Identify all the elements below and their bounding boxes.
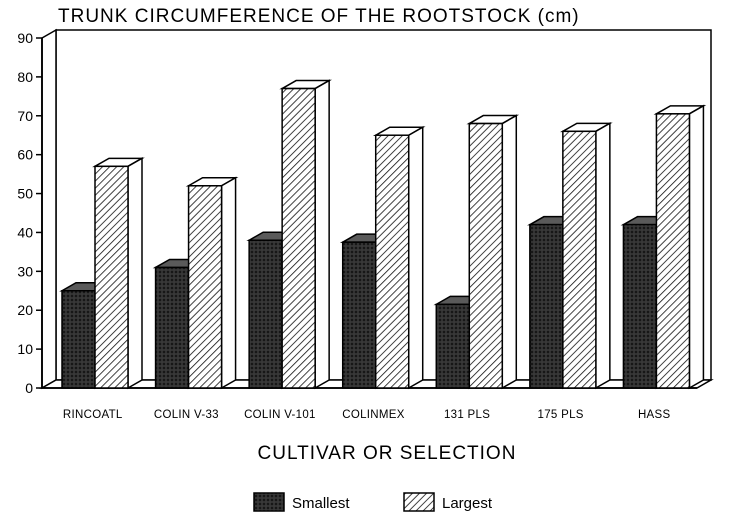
bar-front-face	[655, 113, 691, 389]
bar-front-face	[374, 134, 410, 389]
bar-largest-colinmex	[372, 125, 426, 390]
bar-front-face	[154, 266, 190, 389]
y-tick-label: 50	[17, 186, 33, 202]
bar-largest-175-pls	[560, 122, 613, 390]
bar-side-face	[314, 79, 330, 390]
legend-label-smallest: Smallest	[292, 495, 350, 512]
x-category-label: 175 PLS	[538, 409, 584, 421]
bar-front-face	[187, 185, 223, 389]
legend-swatch-largest	[403, 492, 435, 512]
y-tick-label: 70	[17, 108, 33, 124]
bar-front-face	[341, 241, 377, 389]
y-tick-label: 10	[17, 341, 33, 357]
y-tick-label: 20	[17, 302, 33, 318]
y-tick-label: 60	[17, 147, 33, 163]
bar-front-face	[281, 87, 316, 389]
x-category-label: HASS	[638, 409, 671, 421]
bar-front-face	[562, 130, 597, 389]
x-category-label: RINCOATL	[63, 409, 123, 421]
x-axis-categories: RINCOATL COLIN V-33 COLIN V-101 COLINMEX 131…	[63, 409, 671, 421]
y-tick-label: 0	[25, 380, 33, 396]
bar-side-face	[407, 125, 424, 390]
bar-side-face	[688, 104, 705, 390]
bar-front-face	[248, 239, 283, 389]
bar-side-face	[595, 122, 611, 390]
x-category-label: COLIN V-101	[244, 409, 316, 421]
bar-front-face	[61, 290, 96, 389]
y-tick-label: 90	[17, 30, 33, 46]
y-tick-label: 40	[17, 224, 33, 240]
bar-largest-rincoatl	[92, 157, 145, 390]
x-category-label: COLINMEX	[342, 409, 404, 421]
legend-label-largest: Largest	[442, 495, 493, 512]
x-category-label: 131 PLS	[444, 409, 490, 421]
bar-side-face	[220, 176, 237, 390]
x-category-label: COLIN V-33	[154, 409, 219, 421]
bars	[59, 79, 707, 390]
bar-largest-131-pls	[466, 114, 520, 390]
bar-side-face	[127, 157, 143, 390]
bar-largest-colin-v-33	[185, 176, 239, 390]
bar-front-face	[529, 223, 564, 389]
x-axis-label: CULTIVAR OR SELECTION	[258, 443, 517, 464]
chart-title: TRUNK CIRCUMFERENCE OF THE ROOTSTOCK (cm…	[58, 6, 580, 27]
y-tick-label: 80	[17, 69, 33, 85]
bar-largest-hass	[653, 104, 707, 390]
bar-front-face	[622, 223, 658, 389]
legend: Smallest Largest	[253, 492, 493, 512]
bar-side-face	[501, 114, 518, 390]
legend-swatch-smallest	[253, 492, 285, 512]
side-wall	[41, 28, 57, 390]
bar-front-face	[94, 165, 129, 389]
bar-largest-colin-v-101	[279, 79, 332, 390]
bar-front-face	[435, 303, 471, 389]
y-tick-label: 30	[17, 263, 33, 279]
y-axis-ticks: 0 10 20 30 40 50 60 70 80 90	[17, 30, 42, 396]
bar-front-face	[468, 122, 504, 389]
